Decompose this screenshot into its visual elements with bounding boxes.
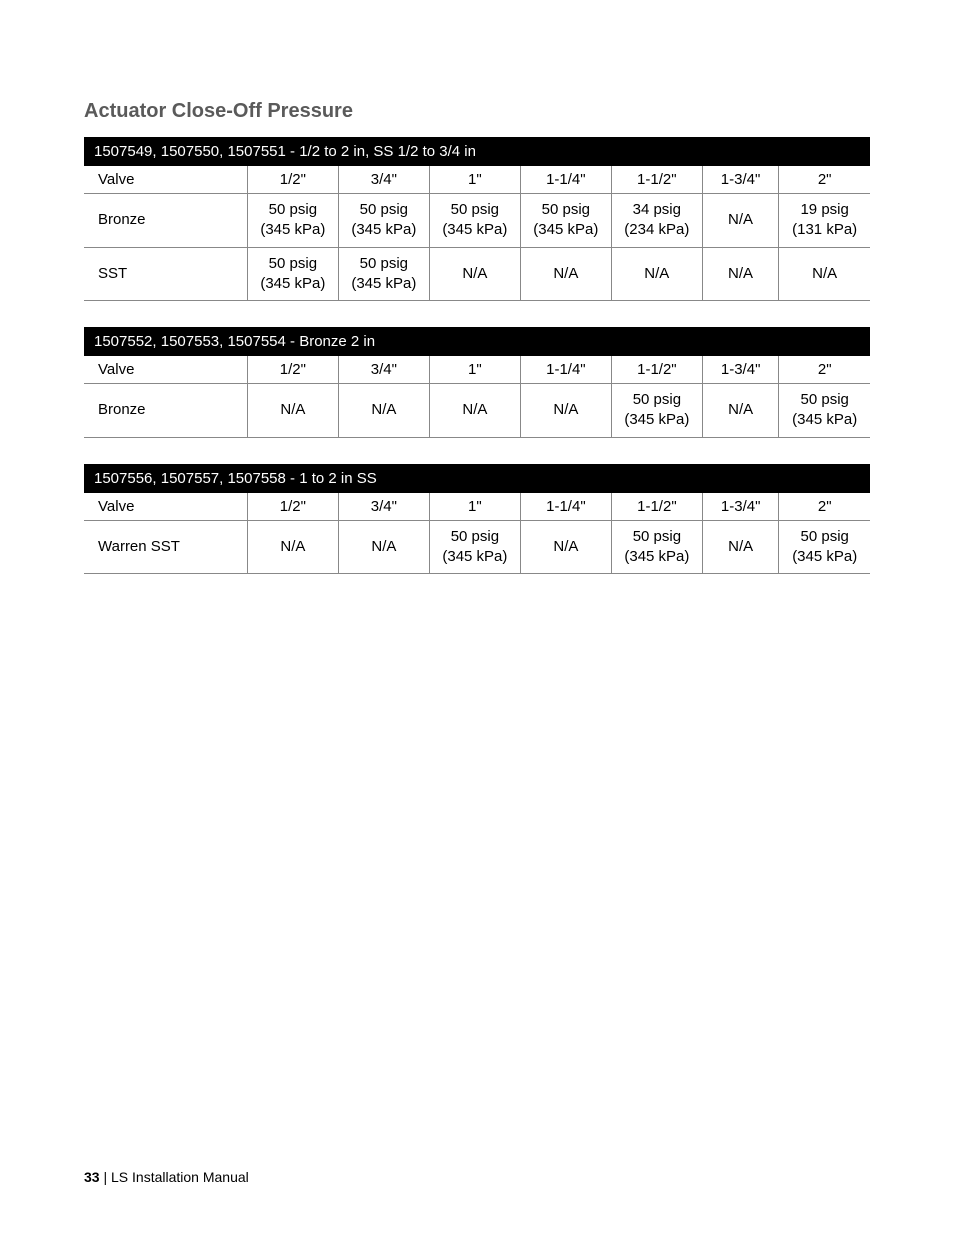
column-header: 1-1/2" bbox=[611, 493, 702, 521]
page: Actuator Close-Off Pressure 1507549, 150… bbox=[0, 0, 954, 1235]
table-cell: 34 psig(234 kPa) bbox=[611, 194, 702, 248]
table-cell: 50 psig(345 kPa) bbox=[429, 520, 520, 574]
column-header: Valve bbox=[84, 356, 247, 384]
row-label: Warren SST bbox=[84, 520, 247, 574]
doc-title: LS Installation Manual bbox=[111, 1169, 249, 1185]
column-header: 1/2" bbox=[247, 356, 338, 384]
table-cell: N/A bbox=[247, 384, 338, 438]
table-cell: 50 psig(345 kPa) bbox=[338, 247, 429, 301]
column-header: 1-3/4" bbox=[702, 493, 779, 521]
column-header: 1-3/4" bbox=[702, 166, 779, 194]
tables-host: 1507549, 1507550, 1507551 - 1/2 to 2 in,… bbox=[84, 137, 870, 574]
column-header: 3/4" bbox=[338, 356, 429, 384]
column-header: 2" bbox=[779, 356, 870, 384]
column-header: 1-1/2" bbox=[611, 166, 702, 194]
column-header: 3/4" bbox=[338, 493, 429, 521]
row-label: Bronze bbox=[84, 384, 247, 438]
table-cell: N/A bbox=[247, 520, 338, 574]
table-caption: 1507552, 1507553, 1507554 - Bronze 2 in bbox=[84, 327, 870, 356]
column-header: 1" bbox=[429, 356, 520, 384]
table-cell: N/A bbox=[779, 247, 870, 301]
table-cell: 50 psig(345 kPa) bbox=[338, 194, 429, 248]
page-number: 33 bbox=[84, 1169, 100, 1185]
column-header: 1" bbox=[429, 493, 520, 521]
table-cell: N/A bbox=[520, 384, 611, 438]
pressure-table: 1507549, 1507550, 1507551 - 1/2 to 2 in,… bbox=[84, 137, 870, 301]
table-cell: 50 psig(345 kPa) bbox=[247, 194, 338, 248]
pressure-table: 1507552, 1507553, 1507554 - Bronze 2 inV… bbox=[84, 327, 870, 438]
column-header: Valve bbox=[84, 493, 247, 521]
column-header: 2" bbox=[779, 493, 870, 521]
column-header: 1-1/2" bbox=[611, 356, 702, 384]
column-header: 1-1/4" bbox=[520, 493, 611, 521]
table-cell: 50 psig(345 kPa) bbox=[247, 247, 338, 301]
column-header: 1-3/4" bbox=[702, 356, 779, 384]
row-label: SST bbox=[84, 247, 247, 301]
column-header: 1" bbox=[429, 166, 520, 194]
table-row: Warren SSTN/AN/A50 psig(345 kPa)N/A50 ps… bbox=[84, 520, 870, 574]
table-cell: 50 psig(345 kPa) bbox=[429, 194, 520, 248]
table-row: Bronze50 psig(345 kPa)50 psig(345 kPa)50… bbox=[84, 194, 870, 248]
pressure-table: 1507556, 1507557, 1507558 - 1 to 2 in SS… bbox=[84, 464, 870, 575]
table-cell: 50 psig(345 kPa) bbox=[779, 520, 870, 574]
table-cell: 50 psig(345 kPa) bbox=[520, 194, 611, 248]
column-header: 1/2" bbox=[247, 166, 338, 194]
table-row: SST50 psig(345 kPa)50 psig(345 kPa)N/AN/… bbox=[84, 247, 870, 301]
table-cell: N/A bbox=[338, 384, 429, 438]
page-footer: 33 | LS Installation Manual bbox=[84, 1169, 249, 1185]
table-cell: N/A bbox=[520, 520, 611, 574]
table-cell: N/A bbox=[429, 384, 520, 438]
column-header: 1/2" bbox=[247, 493, 338, 521]
table-cell: 19 psig(131 kPa) bbox=[779, 194, 870, 248]
table-cell: 50 psig(345 kPa) bbox=[611, 520, 702, 574]
table-row: BronzeN/AN/AN/AN/A50 psig(345 kPa)N/A50 … bbox=[84, 384, 870, 438]
table-cell: N/A bbox=[611, 247, 702, 301]
column-header: 1-1/4" bbox=[520, 166, 611, 194]
table-cell: N/A bbox=[702, 194, 779, 248]
table-cell: 50 psig(345 kPa) bbox=[779, 384, 870, 438]
row-label: Bronze bbox=[84, 194, 247, 248]
column-header: 1-1/4" bbox=[520, 356, 611, 384]
table-cell: N/A bbox=[338, 520, 429, 574]
table-caption: 1507549, 1507550, 1507551 - 1/2 to 2 in,… bbox=[84, 137, 870, 166]
table-cell: N/A bbox=[702, 520, 779, 574]
table-cell: N/A bbox=[702, 247, 779, 301]
footer-separator: | bbox=[100, 1169, 111, 1185]
section-title: Actuator Close-Off Pressure bbox=[84, 100, 870, 123]
column-header: Valve bbox=[84, 166, 247, 194]
table-cell: N/A bbox=[429, 247, 520, 301]
table-cell: N/A bbox=[520, 247, 611, 301]
table-cell: N/A bbox=[702, 384, 779, 438]
column-header: 3/4" bbox=[338, 166, 429, 194]
table-cell: 50 psig(345 kPa) bbox=[611, 384, 702, 438]
table-caption: 1507556, 1507557, 1507558 - 1 to 2 in SS bbox=[84, 464, 870, 493]
column-header: 2" bbox=[779, 166, 870, 194]
